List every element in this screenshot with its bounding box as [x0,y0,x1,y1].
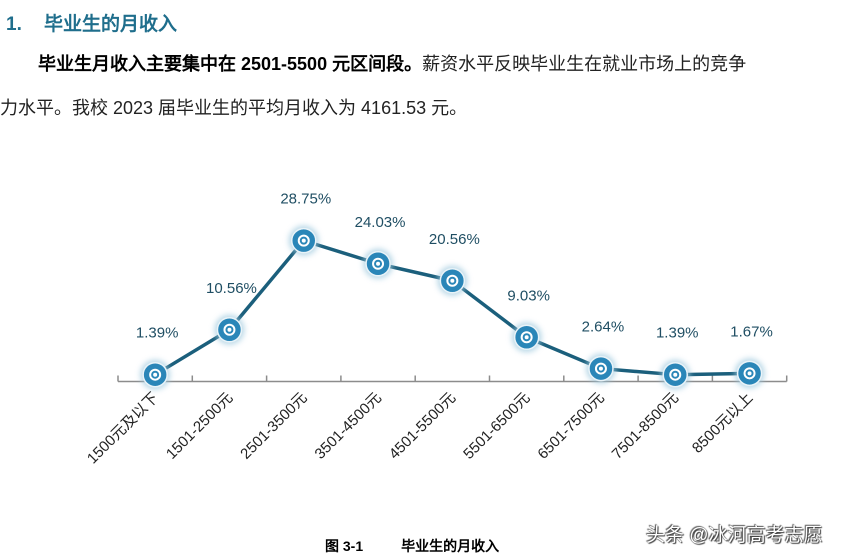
data-label: 1.67% [730,323,773,340]
data-label: 2.64% [582,319,625,336]
data-point [585,353,616,384]
series-line [154,238,750,377]
x-tick-label: 5501-6500元 [460,389,533,462]
x-tick-label: 4501-5500元 [386,389,459,462]
section-heading: 1. 毕业生的月收入 [6,9,177,36]
paragraph-bold: 毕业生月收入主要集中在 2501-5500 元区间段。 [38,54,423,74]
x-tick-label: 2501-3500元 [237,389,310,462]
paragraph-line2: 力水平。我校 2023 届毕业生的平均月收入为 4161.53 元。 [0,98,468,118]
data-point [660,359,691,390]
data-label: 1.39% [136,325,179,342]
x-tick-label: 8500元以上 [689,389,756,456]
figure-title: 毕业生的月收入 [401,538,500,554]
figure-caption: 图 3-1 毕业生的月收入 [325,536,499,556]
data-point [734,358,765,389]
x-tick-label: 1500元及以下 [84,389,162,467]
data-label: 10.56% [206,280,257,297]
data-point [511,322,542,353]
section-number: 1. [6,14,22,35]
figure-number: 图 3-1 [325,538,364,554]
data-label: 1.39% [656,325,699,342]
data-label: 20.56% [429,231,480,248]
watermark: 头条 @冰河高考志愿 [646,525,823,546]
data-point [140,359,171,390]
x-tick-label: 1501-2500元 [163,389,236,462]
data-label: 24.03% [355,214,406,231]
x-tick-label: 7501-8500元 [609,389,682,462]
data-point [437,265,468,296]
data-label: 28.75% [280,191,331,208]
x-tick-label: 3501-4500元 [312,389,385,462]
data-point [363,248,394,279]
paragraph-line1: 薪资水平反映毕业生在就业市场上的竞争 [422,54,747,74]
section-title: 毕业生的月收入 [44,14,178,35]
data-point [288,225,319,256]
summary-paragraph: 毕业生月收入主要集中在 2501-5500 元区间段。薪资水平反映毕业生在就业市… [0,42,864,130]
data-point [214,314,245,345]
data-label: 9.03% [507,287,550,304]
x-tick-label: 6501-7500元 [534,389,607,462]
